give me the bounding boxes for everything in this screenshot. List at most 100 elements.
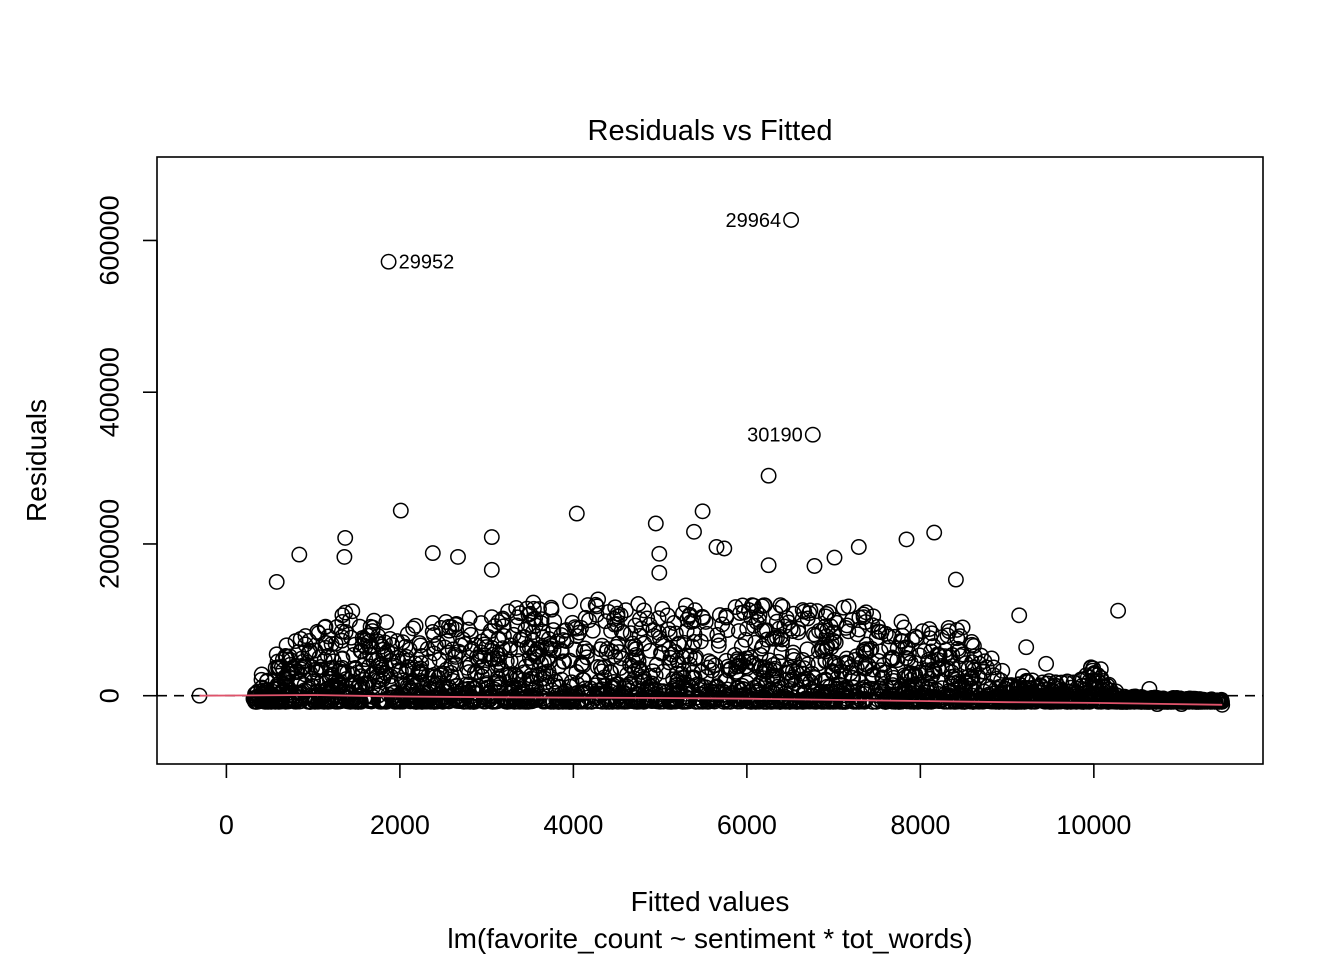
data-point (745, 655, 762, 672)
data-point (561, 690, 578, 707)
data-point (427, 638, 444, 654)
data-point (774, 631, 791, 648)
data-point (686, 633, 703, 650)
data-point (285, 659, 301, 676)
outlier-label: 30190 (747, 425, 803, 447)
data-point (735, 681, 752, 698)
data-point (708, 539, 725, 555)
data-point (575, 683, 592, 700)
data-point (1019, 673, 1036, 690)
data-point (392, 663, 409, 680)
data-point (764, 668, 781, 684)
data-point (312, 661, 329, 678)
model-formula: lm(favorite_count ~ sentiment * tot_word… (447, 923, 972, 954)
data-point (334, 614, 351, 630)
data-point (364, 666, 381, 682)
outlier-point (804, 426, 821, 443)
data-point (983, 650, 1000, 667)
data-point (953, 685, 970, 702)
data-point (341, 612, 358, 629)
x-axis-label: Fitted values (631, 886, 790, 917)
data-point (390, 692, 407, 709)
data-point (971, 670, 988, 686)
data-point (716, 540, 733, 557)
data-point (562, 593, 579, 610)
data-point (1092, 661, 1109, 678)
data-point (621, 676, 638, 693)
data-point (962, 670, 979, 687)
data-point (667, 643, 684, 660)
data-point (755, 666, 772, 682)
data-point (553, 627, 570, 644)
data-point (756, 597, 773, 614)
data-point (387, 683, 404, 700)
data-point (344, 603, 361, 620)
data-point (784, 648, 801, 665)
data-point (624, 635, 641, 652)
data-point (780, 614, 797, 631)
data-point (837, 619, 854, 636)
data-point (427, 668, 444, 685)
data-point (575, 643, 592, 660)
data-point (754, 638, 771, 654)
data-point (751, 693, 768, 710)
data-point (292, 631, 309, 647)
data-point (421, 653, 438, 670)
data-point (827, 693, 844, 710)
data-point (831, 676, 848, 693)
data-point (1011, 607, 1028, 624)
data-point (517, 621, 534, 638)
data-point (329, 693, 346, 710)
data-point (514, 632, 531, 648)
data-point (337, 604, 354, 621)
x-tick-label: 4000 (543, 810, 603, 840)
data-point (656, 691, 673, 708)
data-point (923, 625, 940, 642)
y-tick-label: 400000 (94, 347, 124, 437)
data-point (483, 609, 500, 626)
data-point (448, 678, 465, 695)
data-point (647, 515, 664, 532)
data-point (773, 635, 790, 652)
data-point (397, 638, 414, 655)
data-point (692, 633, 709, 650)
data-point (734, 597, 751, 614)
data-point (274, 651, 291, 668)
data-point (510, 653, 527, 670)
data-point (901, 668, 917, 685)
data-point (772, 597, 789, 614)
data-point (345, 646, 362, 663)
data-point (290, 644, 307, 661)
data-point (818, 640, 835, 657)
y-axis-label: Residuals (21, 399, 52, 522)
data-point (390, 653, 407, 670)
data-point (473, 668, 490, 685)
data-point (885, 669, 902, 686)
data-point (773, 644, 790, 661)
data-point (371, 636, 388, 653)
y-tick-label: 600000 (94, 195, 124, 285)
data-point (666, 615, 683, 631)
data-point (433, 620, 450, 636)
data-point (897, 649, 914, 666)
data-point (806, 626, 822, 643)
data-point (446, 691, 463, 708)
data-point (382, 630, 398, 647)
data-point (679, 693, 695, 710)
data-point (527, 610, 544, 627)
data-point (913, 676, 930, 693)
data-point (678, 647, 695, 664)
data-point (826, 654, 843, 671)
data-point (461, 610, 478, 626)
data-point (764, 693, 781, 710)
data-point (926, 524, 943, 541)
data-point (529, 641, 546, 657)
data-point (1018, 639, 1035, 656)
data-point (768, 613, 785, 630)
y-axis: 0 200000 400000 600000 (94, 195, 158, 703)
data-point (465, 693, 482, 710)
data-point (362, 627, 379, 644)
data-point (482, 651, 499, 668)
data-point (782, 620, 799, 637)
data-point (919, 689, 936, 706)
